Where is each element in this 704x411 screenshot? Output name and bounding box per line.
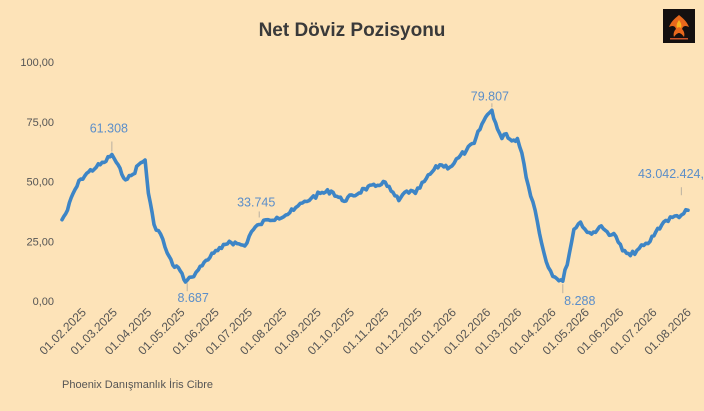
y-tick-label: 0,00 [33, 296, 54, 308]
data-label: 8.687 [178, 291, 209, 305]
y-tick-label: 25,00 [26, 236, 54, 248]
phoenix-logo-mark [669, 15, 689, 40]
data-label: 8.288 [564, 294, 595, 308]
data-label: 61.308 [90, 121, 128, 135]
data-label: 33.745 [237, 195, 275, 209]
data-label: 43.042.424, [638, 167, 704, 181]
annotations: 61.308 8.687 33.745 79.807 8.288 43.042.424, [90, 89, 704, 308]
source-label: Phoenix Danışmanlık İris Cibre [62, 378, 213, 391]
plot-area [60, 108, 690, 284]
data-label: 79.807 [471, 89, 509, 103]
x-axis: 01.02.202501.03.202501.04.202501.05.2025… [37, 305, 695, 358]
series-line [60, 108, 690, 284]
y-tick-label: 50,00 [26, 177, 54, 189]
y-axis: 0,00 25,00 50,00 75,00 100,00 [20, 57, 54, 308]
chart-title: Net Döviz Pozisyonu [259, 20, 446, 41]
y-tick-label: 100,00 [20, 57, 54, 69]
y-tick-label: 75,00 [26, 117, 54, 129]
phoenix-logo [663, 9, 695, 43]
